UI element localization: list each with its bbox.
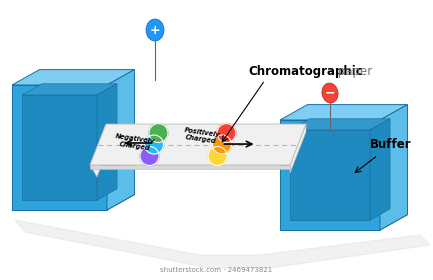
Polygon shape [370,119,390,220]
Polygon shape [12,70,135,85]
Polygon shape [290,124,306,173]
Circle shape [140,146,159,165]
Polygon shape [280,105,407,120]
Circle shape [217,123,236,143]
Text: Positively
Charged: Positively Charged [183,127,220,144]
Circle shape [149,123,168,143]
Polygon shape [22,84,117,95]
Text: Negatively
Charged: Negatively Charged [114,133,155,152]
Circle shape [145,135,164,154]
Ellipse shape [322,83,338,103]
Polygon shape [280,214,407,230]
Polygon shape [380,105,407,230]
Polygon shape [280,214,407,230]
Polygon shape [107,70,135,210]
Text: paper: paper [334,65,372,78]
Text: −: − [325,87,335,99]
Polygon shape [15,220,430,268]
Polygon shape [97,84,117,200]
Polygon shape [90,165,290,169]
Polygon shape [90,124,113,177]
Polygon shape [12,195,135,210]
Polygon shape [290,130,370,220]
Circle shape [208,146,227,165]
Polygon shape [280,120,380,230]
Polygon shape [290,119,390,130]
Text: Chromatographic: Chromatographic [248,65,363,78]
Ellipse shape [146,19,164,41]
Polygon shape [22,95,97,200]
Polygon shape [12,85,107,210]
Polygon shape [90,124,306,165]
Text: +: + [150,24,160,36]
Text: shutterstock.com · 2469473821: shutterstock.com · 2469473821 [160,267,272,273]
Text: Buffer: Buffer [370,138,412,151]
Circle shape [213,135,232,154]
